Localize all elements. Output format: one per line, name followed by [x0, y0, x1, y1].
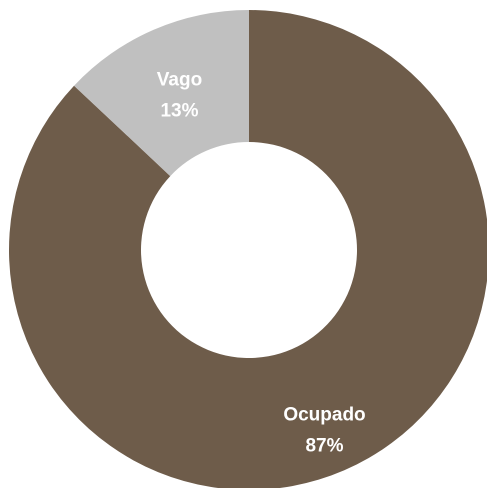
- slice-ocupado: [9, 10, 487, 490]
- slice-vago: [74, 10, 249, 177]
- slices-group: [9, 10, 487, 490]
- slice-label-ocupado: Ocupado: [283, 404, 365, 425]
- slice-value-vago: 13%: [160, 100, 198, 121]
- slice-label-vago: Vago: [157, 69, 202, 90]
- slice-value-ocupado: 87%: [305, 435, 343, 456]
- labels-group: Ocupado 87% Vago 13%: [157, 69, 366, 456]
